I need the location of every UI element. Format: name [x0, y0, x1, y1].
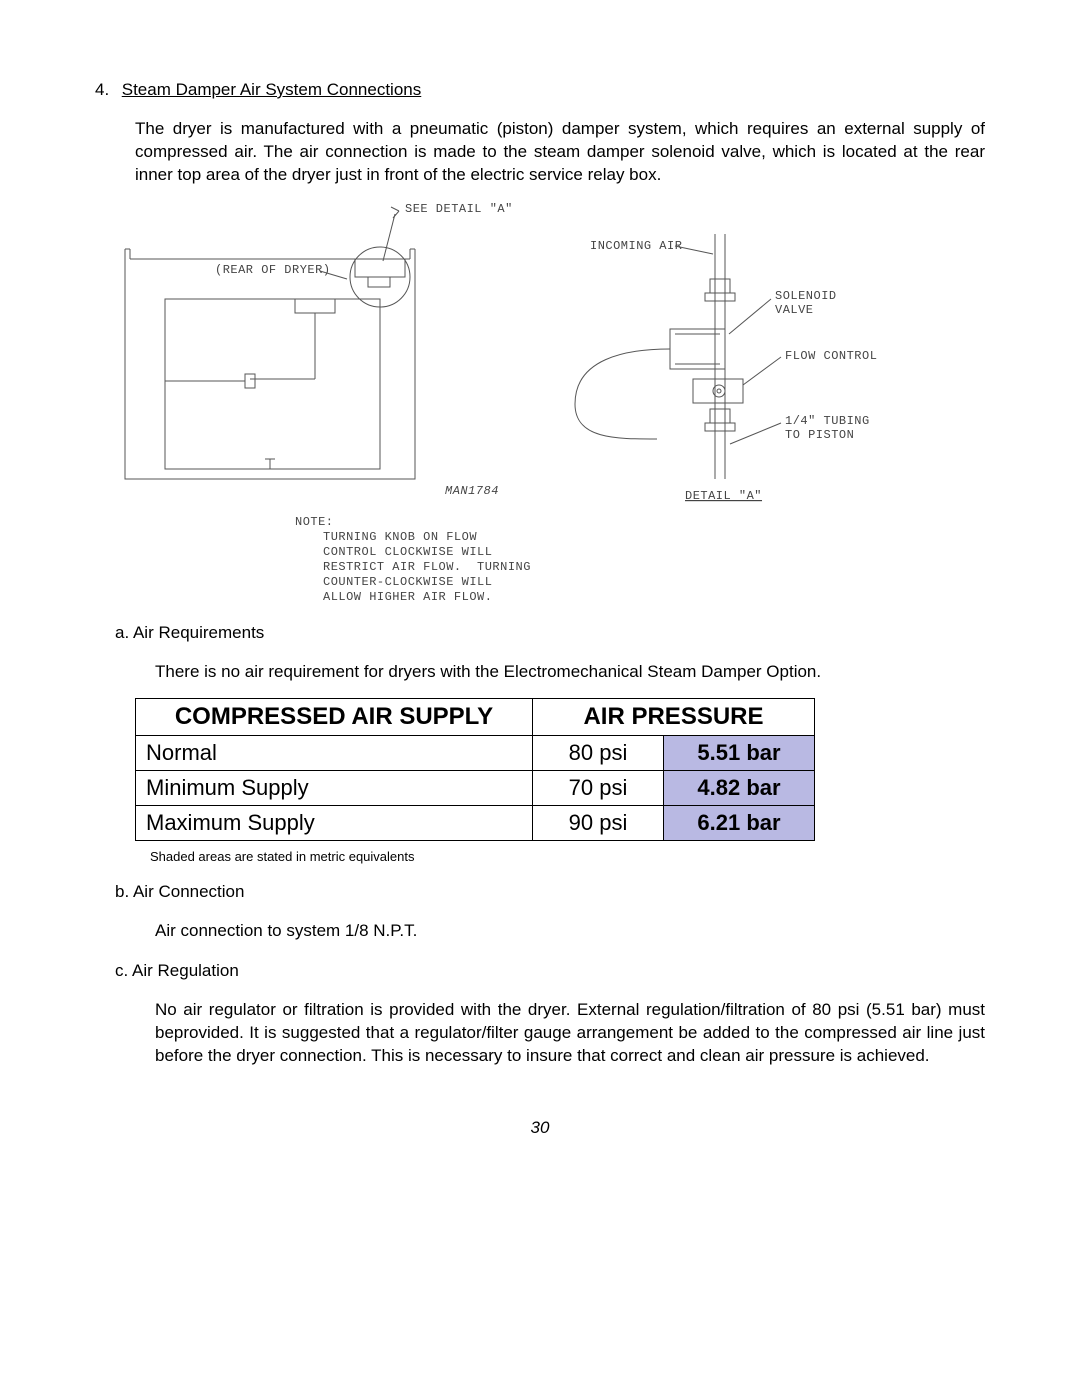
- table-header-supply: COMPRESSED AIR SUPPLY: [136, 698, 533, 735]
- table-row: Maximum Supply 90 psi 6.21 bar: [136, 805, 815, 840]
- solenoid-valve-label-1: SOLENOID: [775, 289, 837, 303]
- detail-a-label: DETAIL "A": [685, 489, 762, 503]
- sub-c-body: No air regulator or filtration is provid…: [155, 999, 985, 1068]
- table-cell-bar: 6.21 bar: [664, 805, 815, 840]
- flow-control-label: FLOW CONTROL: [785, 349, 877, 363]
- note-label: NOTE:: [295, 515, 985, 530]
- diagram-note: NOTE: TURNING KNOB ON FLOW CONTROL CLOCK…: [295, 515, 985, 605]
- sub-a-body: There is no air requirement for dryers w…: [155, 661, 985, 684]
- table-cell-psi: 90 psi: [533, 805, 664, 840]
- table-cell-label: Minimum Supply: [136, 770, 533, 805]
- table-cell-label: Normal: [136, 735, 533, 770]
- table-cell-psi: 80 psi: [533, 735, 664, 770]
- section-intro: The dryer is manufactured with a pneumat…: [135, 118, 985, 187]
- diagram-detail-a: INCOMING AIR SOLENOID VALVE FLOW CONTROL…: [515, 199, 955, 509]
- table-footnote: Shaded areas are stated in metric equiva…: [150, 849, 985, 864]
- tubing-label-2: TO PISTON: [785, 428, 854, 442]
- page-number: 30: [95, 1118, 985, 1138]
- sub-a-label: a. Air Requirements: [115, 623, 985, 643]
- diagram-rear-of-dryer: SEE DETAIL "A" (REAR OF DRYER) MAN1784: [95, 199, 515, 499]
- table-row: Minimum Supply 70 psi 4.82 bar: [136, 770, 815, 805]
- table-cell-psi: 70 psi: [533, 770, 664, 805]
- table-cell-bar: 4.82 bar: [664, 770, 815, 805]
- section-title: Steam Damper Air System Connections: [122, 80, 422, 99]
- section-header: 4. Steam Damper Air System Connections: [95, 80, 985, 100]
- sub-b-body: Air connection to system 1/8 N.P.T.: [155, 920, 985, 943]
- table-cell-label: Maximum Supply: [136, 805, 533, 840]
- air-pressure-table: COMPRESSED AIR SUPPLY AIR PRESSURE Norma…: [135, 698, 815, 841]
- table-cell-bar: 5.51 bar: [664, 735, 815, 770]
- note-body: TURNING KNOB ON FLOW CONTROL CLOCKWISE W…: [323, 530, 985, 605]
- tubing-label-1: 1/4" TUBING: [785, 414, 870, 428]
- diagram-ref: MAN1784: [445, 484, 499, 498]
- table-row: Normal 80 psi 5.51 bar: [136, 735, 815, 770]
- solenoid-valve-label-2: VALVE: [775, 303, 814, 317]
- section-number: 4.: [95, 80, 117, 100]
- sub-b-label: b. Air Connection: [115, 882, 985, 902]
- table-header-pressure: AIR PRESSURE: [533, 698, 815, 735]
- see-detail-label: SEE DETAIL "A": [405, 202, 513, 216]
- incoming-air-label: INCOMING AIR: [590, 239, 682, 253]
- diagram-row: SEE DETAIL "A" (REAR OF DRYER) MAN1784: [95, 199, 985, 509]
- rear-of-dryer-label: (REAR OF DRYER): [215, 263, 331, 277]
- sub-c-label: c. Air Regulation: [115, 961, 985, 981]
